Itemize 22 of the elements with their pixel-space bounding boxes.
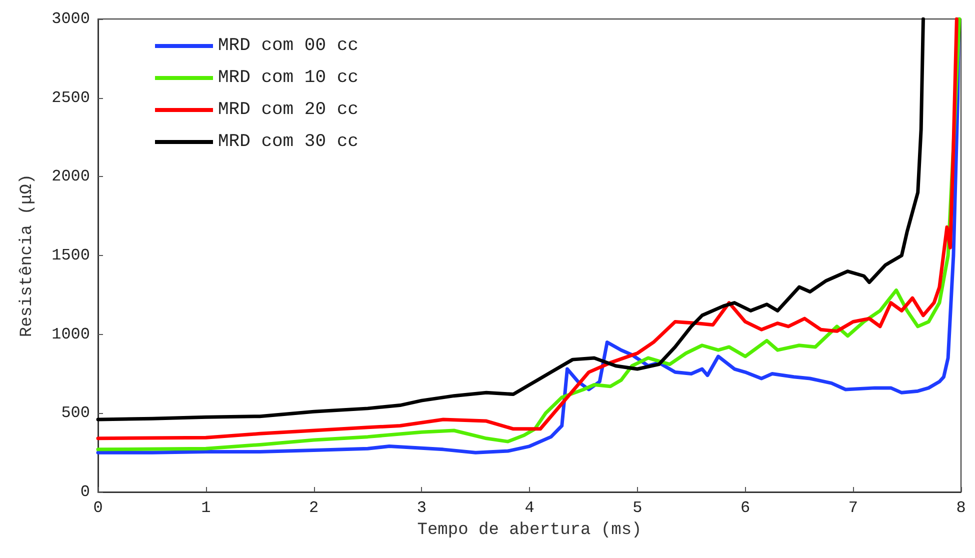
- y-tick-label: 1500: [52, 246, 90, 264]
- y-tick-label: 0: [80, 483, 90, 501]
- x-axis-title: Tempo de abertura (ms): [417, 521, 642, 540]
- x-tick-label: 8: [956, 499, 966, 517]
- y-tick-label: 1000: [52, 325, 90, 344]
- x-tick-label: 0: [93, 499, 103, 517]
- legend-label: MRD com 20 cc: [218, 100, 358, 120]
- x-tick-label: 6: [740, 499, 750, 517]
- legend-label: MRD com 30 cc: [218, 132, 358, 152]
- x-tick-label: 7: [848, 499, 858, 517]
- y-axis-title: Resistência (μΩ): [18, 174, 37, 338]
- y-tick-label: 2500: [52, 88, 90, 107]
- y-tick-label: 2000: [52, 168, 90, 186]
- x-tick-label: 4: [524, 499, 534, 517]
- legend-label: MRD com 00 cc: [218, 36, 358, 56]
- y-tick-label: 3000: [52, 10, 90, 28]
- x-tick-label: 2: [308, 499, 319, 517]
- x-tick-label: 1: [201, 499, 211, 517]
- legend-label: MRD com 10 cc: [218, 68, 358, 88]
- x-tick-label: 5: [632, 499, 642, 517]
- x-tick-label: 3: [416, 499, 426, 517]
- y-tick-label: 500: [61, 404, 90, 422]
